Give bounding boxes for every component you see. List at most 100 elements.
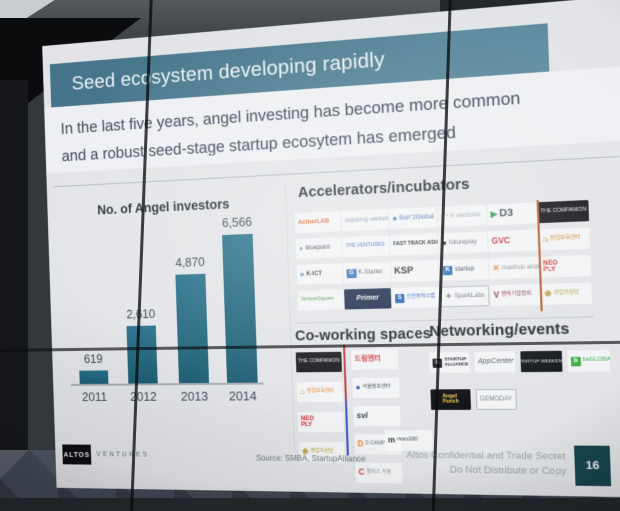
chart-x-tick-2014: 2014 [228, 388, 257, 404]
logo-mark-icon: m [387, 435, 396, 445]
logo-mark-icon: ⌂ [299, 387, 305, 397]
divider-chart-vs-logos [284, 183, 296, 450]
logo-text: AppCenter [477, 357, 514, 366]
logo-k-starter: G K-Starter [343, 261, 391, 284]
chart-value-label-2012: 2,610 [126, 307, 156, 322]
logo-text: Angel Punch [442, 393, 459, 405]
logo-text: futureplay [448, 238, 478, 247]
chart-value-label-2014: 6,566 [221, 215, 253, 231]
logo-text: STARTUP WEEKEND [520, 357, 563, 364]
logo-the-companion: THE COMPANION [537, 199, 590, 224]
logo-futureplay: ● futureplay [438, 231, 488, 254]
logo-text: 벤처기업협회 [501, 290, 532, 298]
logo-born2global: ● Born2Global [388, 206, 438, 230]
logo-text: 창업보육센터 [549, 234, 581, 243]
logo-gvc: GVC [488, 229, 539, 253]
networking-logo-row-1: &STARTUP ALLIANCE AppCenter STARTUP WEEKEN… [429, 350, 611, 374]
page-number: 16 [574, 445, 612, 487]
coworking-heading: Co-working spaces [294, 325, 432, 345]
logo-neo-ply: NEO PLY [297, 412, 345, 433]
logo-text: NEO PLY [300, 415, 314, 429]
logo-startup-alliance: &STARTUP ALLIANCE [429, 352, 470, 374]
logo-ksp: KSP [390, 260, 440, 282]
logo-text: Born2Global [399, 213, 434, 222]
logo-드림엔터: 드림엔터 [351, 348, 399, 370]
logo-mark-icon: G [346, 268, 357, 278]
logo-text: ActnerLAB [297, 218, 330, 226]
altos-ventures-label: VENTURES [96, 451, 150, 459]
logo-mark-icon: b [570, 356, 581, 366]
logo-demoday: DEMODAY [475, 388, 518, 410]
logo-mark-icon: ● [392, 213, 398, 224]
logo-actnerlab: ActnerLAB [294, 211, 342, 234]
networking-heading: Networking/events [429, 321, 570, 341]
logo-text: 창업보육센터 [306, 388, 335, 395]
logo-mark-icon: V [493, 290, 500, 300]
logo-k-ict: » K-ICT [296, 263, 343, 285]
chart-bar-2014 [222, 233, 258, 383]
coworking-logo-column-1: THE COMPANION ⌂ 창업보육센터 NEO PLY ❀ 창업지원단 [295, 351, 346, 463]
logo-text: FAST TRACK ASIA [393, 239, 439, 248]
chart-value-label-2011: 619 [83, 352, 103, 366]
logo-text: startup [454, 265, 475, 273]
logo-text: Primer [356, 294, 380, 303]
logo-beglobal: b beGLOBAL [567, 350, 611, 372]
logo-bluepoint: ◗ bluepoint [295, 237, 342, 259]
chart-x-tick-2011: 2011 [81, 389, 108, 404]
logo-mark-icon: » [299, 269, 305, 279]
logo-appcenter: AppCenter [474, 351, 516, 373]
chart-x-tick-2012: 2012 [129, 389, 157, 404]
logo-text: THE VENTURES [345, 241, 385, 250]
logo-mark-icon: ◗ [298, 243, 304, 253]
logo-text: DEMODAY [480, 396, 513, 403]
source-note: Source: SMBA, StartupAlliance [255, 453, 366, 464]
logo-mashup-angels: ✕ mashup angels [488, 256, 540, 280]
logo-text: THE COMPANION [297, 358, 340, 365]
logo-mark-icon: ✦ [445, 291, 453, 301]
logo-mark-icon: D [357, 439, 364, 449]
logo-text: K-ICT [306, 270, 323, 278]
logo-svi: svi [353, 405, 401, 427]
presentation-slide: Seed ecosystem developing rapidly In the… [42, 0, 620, 498]
logo-neo-ply: NEO PLY [539, 254, 592, 278]
logo-mark-icon: ✕ [492, 263, 500, 273]
chart-title: No. of Angel investors [97, 196, 230, 218]
confidentiality-notice: Altos Confidential and Trade Secret Do N… [367, 448, 567, 479]
logo-mark-icon: C [358, 467, 365, 477]
confidential-line-2: Do Not Distribute or Copy [449, 464, 567, 478]
chart-bar-2013 [175, 273, 210, 384]
chart-value-label-2013: 4,870 [175, 255, 205, 270]
logo-venturesquare: VentureSquare [297, 289, 344, 311]
logo-text: sopoong ventures [344, 215, 389, 224]
chart-x-axis [70, 382, 264, 386]
logo-text: 신한퓨처스랩 [406, 293, 436, 301]
logo-text: VentureSquare [300, 296, 334, 303]
logo-text: bluepoint [305, 244, 330, 252]
logo-d3: ▶ D3 [487, 202, 538, 226]
logo-text: KSP [394, 265, 414, 277]
logo-text: 창업지원단 [553, 289, 580, 297]
logo-text: D3 [499, 207, 514, 220]
logo-primer: Primer [344, 288, 392, 310]
logo-text: 서울창조센터 [362, 383, 391, 391]
logo-text: K-Starter [358, 268, 383, 276]
logo-text: GVC [491, 235, 511, 246]
logo-sopoong-ventures: sopoong ventures [341, 209, 389, 232]
logo-text: THE COMPANION [540, 206, 587, 216]
logo-서울창조센터: ● 서울창조센터 [352, 377, 400, 398]
chart-bar-2012 [126, 325, 158, 384]
logo-mark-icon: K [442, 265, 453, 275]
altos-logo: ALTOS [62, 444, 92, 465]
logo-the-companion: THE COMPANION [295, 351, 342, 373]
networking-logo-row-2: Angel Punch DEMODAY [430, 388, 518, 410]
logo-text: NEO PLY [543, 259, 558, 274]
logo-text: K ventures [450, 211, 481, 220]
logo-text: STARTUP ALLIANCE [444, 356, 469, 367]
screen-bottom-edge [0, 498, 620, 511]
logo-text: mashup angels [501, 263, 540, 272]
logo-the-ventures: THE VENTURES [342, 235, 390, 258]
logo-text: 드림엔터 [354, 355, 381, 364]
logo-fast-track-asia: FAST TRACK ASIA [389, 233, 439, 256]
